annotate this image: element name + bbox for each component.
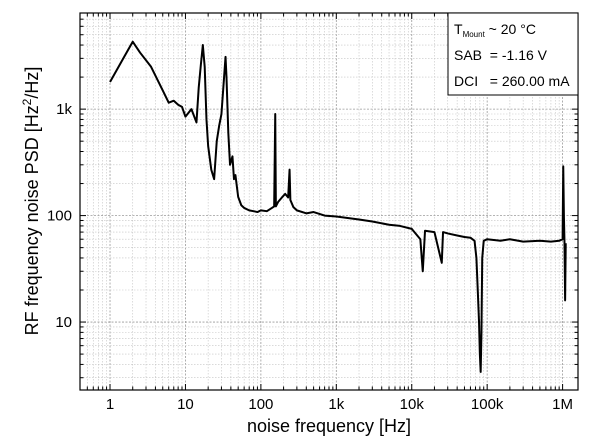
annotation-box: TMount ~ 20 °C SAB = -1.16 V DCI = 260.0… [447,12,579,96]
annotation-temp-value: ~ 20 °C [485,21,536,37]
x-tick-label: 1k [328,396,344,413]
y-tick-label: 100 [47,208,72,225]
annotation-frame [447,12,579,96]
annotation-line-dci: DCI = 260.00 mA [454,73,570,89]
y-tick-label: 1k [56,101,72,118]
x-tick-label: 1 [106,396,114,413]
y-axis-title: RF frequency noise PSD [Hz2/Hz] [20,67,42,336]
psd-series-line [109,40,567,373]
x-tick-label: 100k [471,396,504,413]
series-layer [109,40,567,373]
annotation-temp-subscript: Mount [463,30,486,39]
y-axis-title-sup: 2 [20,98,34,105]
annotation-temp-symbol: T [454,21,463,37]
annotation-line-sab: SAB = -1.16 V [454,47,548,63]
x-axis-title: noise frequency [Hz] [247,416,411,436]
y-tick-label: 10 [55,314,72,331]
y-axis-title-main: RF frequency noise PSD [Hz [22,105,42,335]
x-tick-label: 100 [248,396,273,413]
x-tick-label: 1M [552,396,573,413]
tick-label-layer: 1 10 100 1k 10k 100k 1M 10 100 1k [47,101,573,413]
x-tick-label: 10k [400,396,425,413]
y-axis-title-tail: /Hz] [22,67,42,99]
x-tick-label: 10 [177,396,194,413]
annotation-line-temperature: TMount ~ 20 °C [454,21,536,39]
